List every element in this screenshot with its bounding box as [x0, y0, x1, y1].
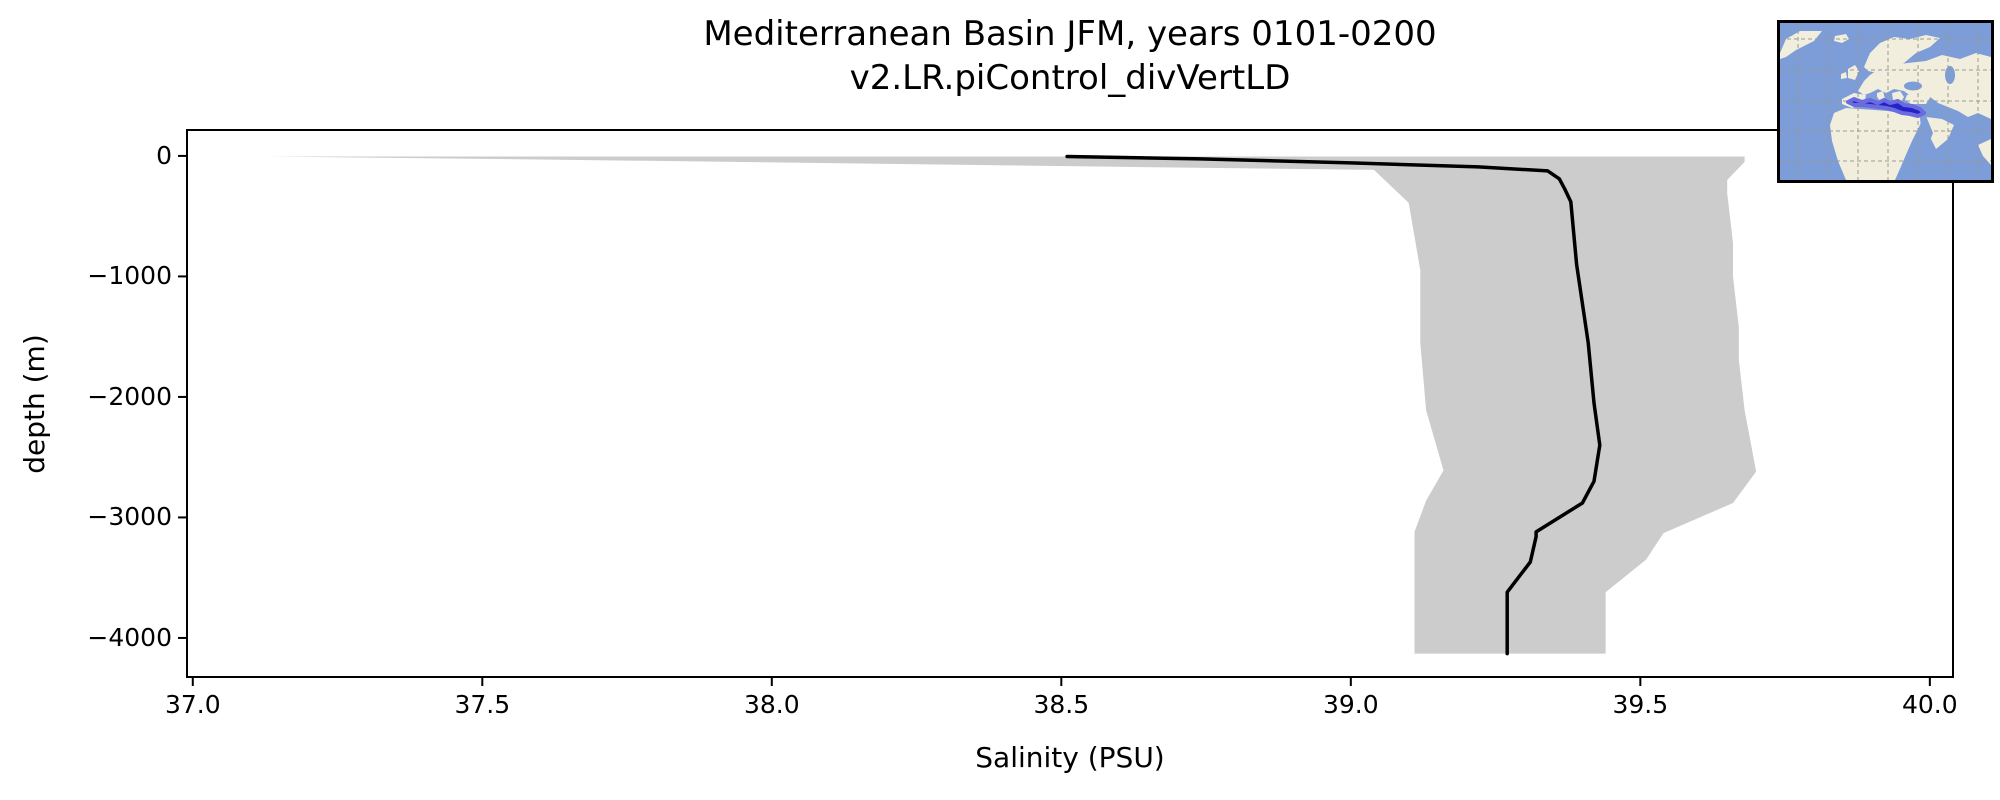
map-red-sea — [1920, 116, 1933, 143]
map-land-ireland — [1841, 72, 1847, 79]
x-tick-label-40.0: 40.0 — [1901, 690, 1958, 719]
inset-map-canvas — [1780, 23, 1991, 180]
y-axis-label: depth (m) — [18, 334, 51, 474]
x-tick-label-37.0: 37.0 — [164, 690, 221, 719]
x-tick-label-37.5: 37.5 — [454, 690, 511, 719]
chart-title-line2: v2.LR.piControl_divVertLD — [849, 58, 1291, 98]
mean-profile-line — [1065, 154, 1602, 656]
map-mediterranean-highlight — [1846, 97, 1926, 118]
y-tick-label-0: 0 — [156, 140, 172, 170]
chart-title-line1: Mediterranean Basin JFM, years 0101-0200 — [703, 14, 1437, 54]
map-land-britain — [1848, 65, 1859, 80]
map-black-sea — [1904, 81, 1922, 91]
y-tick-label-−1000: −1000 — [87, 261, 172, 291]
x-tick-label-38.5: 38.5 — [1033, 690, 1090, 719]
map-land-arabia — [1923, 117, 1954, 149]
y-tick-label-−2000: −2000 — [87, 381, 172, 411]
x-tick-label-39.5: 39.5 — [1612, 690, 1669, 719]
y-tick-label-−3000: −3000 — [87, 502, 172, 532]
map-land-scandinavia — [1864, 35, 1940, 73]
map-land-greenland — [1780, 31, 1822, 59]
chart-title: Mediterranean Basin JFM, years 0101-0200… — [187, 12, 1953, 100]
minmax-envelope-fill — [268, 156, 1757, 654]
map-land-anatolia — [1905, 92, 1931, 104]
map-land-iceland — [1834, 34, 1849, 43]
map-land-africa — [1830, 108, 1923, 180]
x-tick-label-39.0: 39.0 — [1322, 690, 1379, 719]
axes-spines — [186, 129, 1954, 678]
map-persian-gulf — [1955, 125, 1967, 131]
y-tick-label-−4000: −4000 — [87, 622, 172, 652]
x-axis-label: Salinity (PSU) — [975, 741, 1165, 774]
map-land-india — [1978, 139, 1991, 165]
map-caspian-sea — [1945, 66, 1955, 84]
mediterranean-inset-map — [1777, 20, 1994, 183]
x-tick-label-38.0: 38.0 — [743, 690, 800, 719]
